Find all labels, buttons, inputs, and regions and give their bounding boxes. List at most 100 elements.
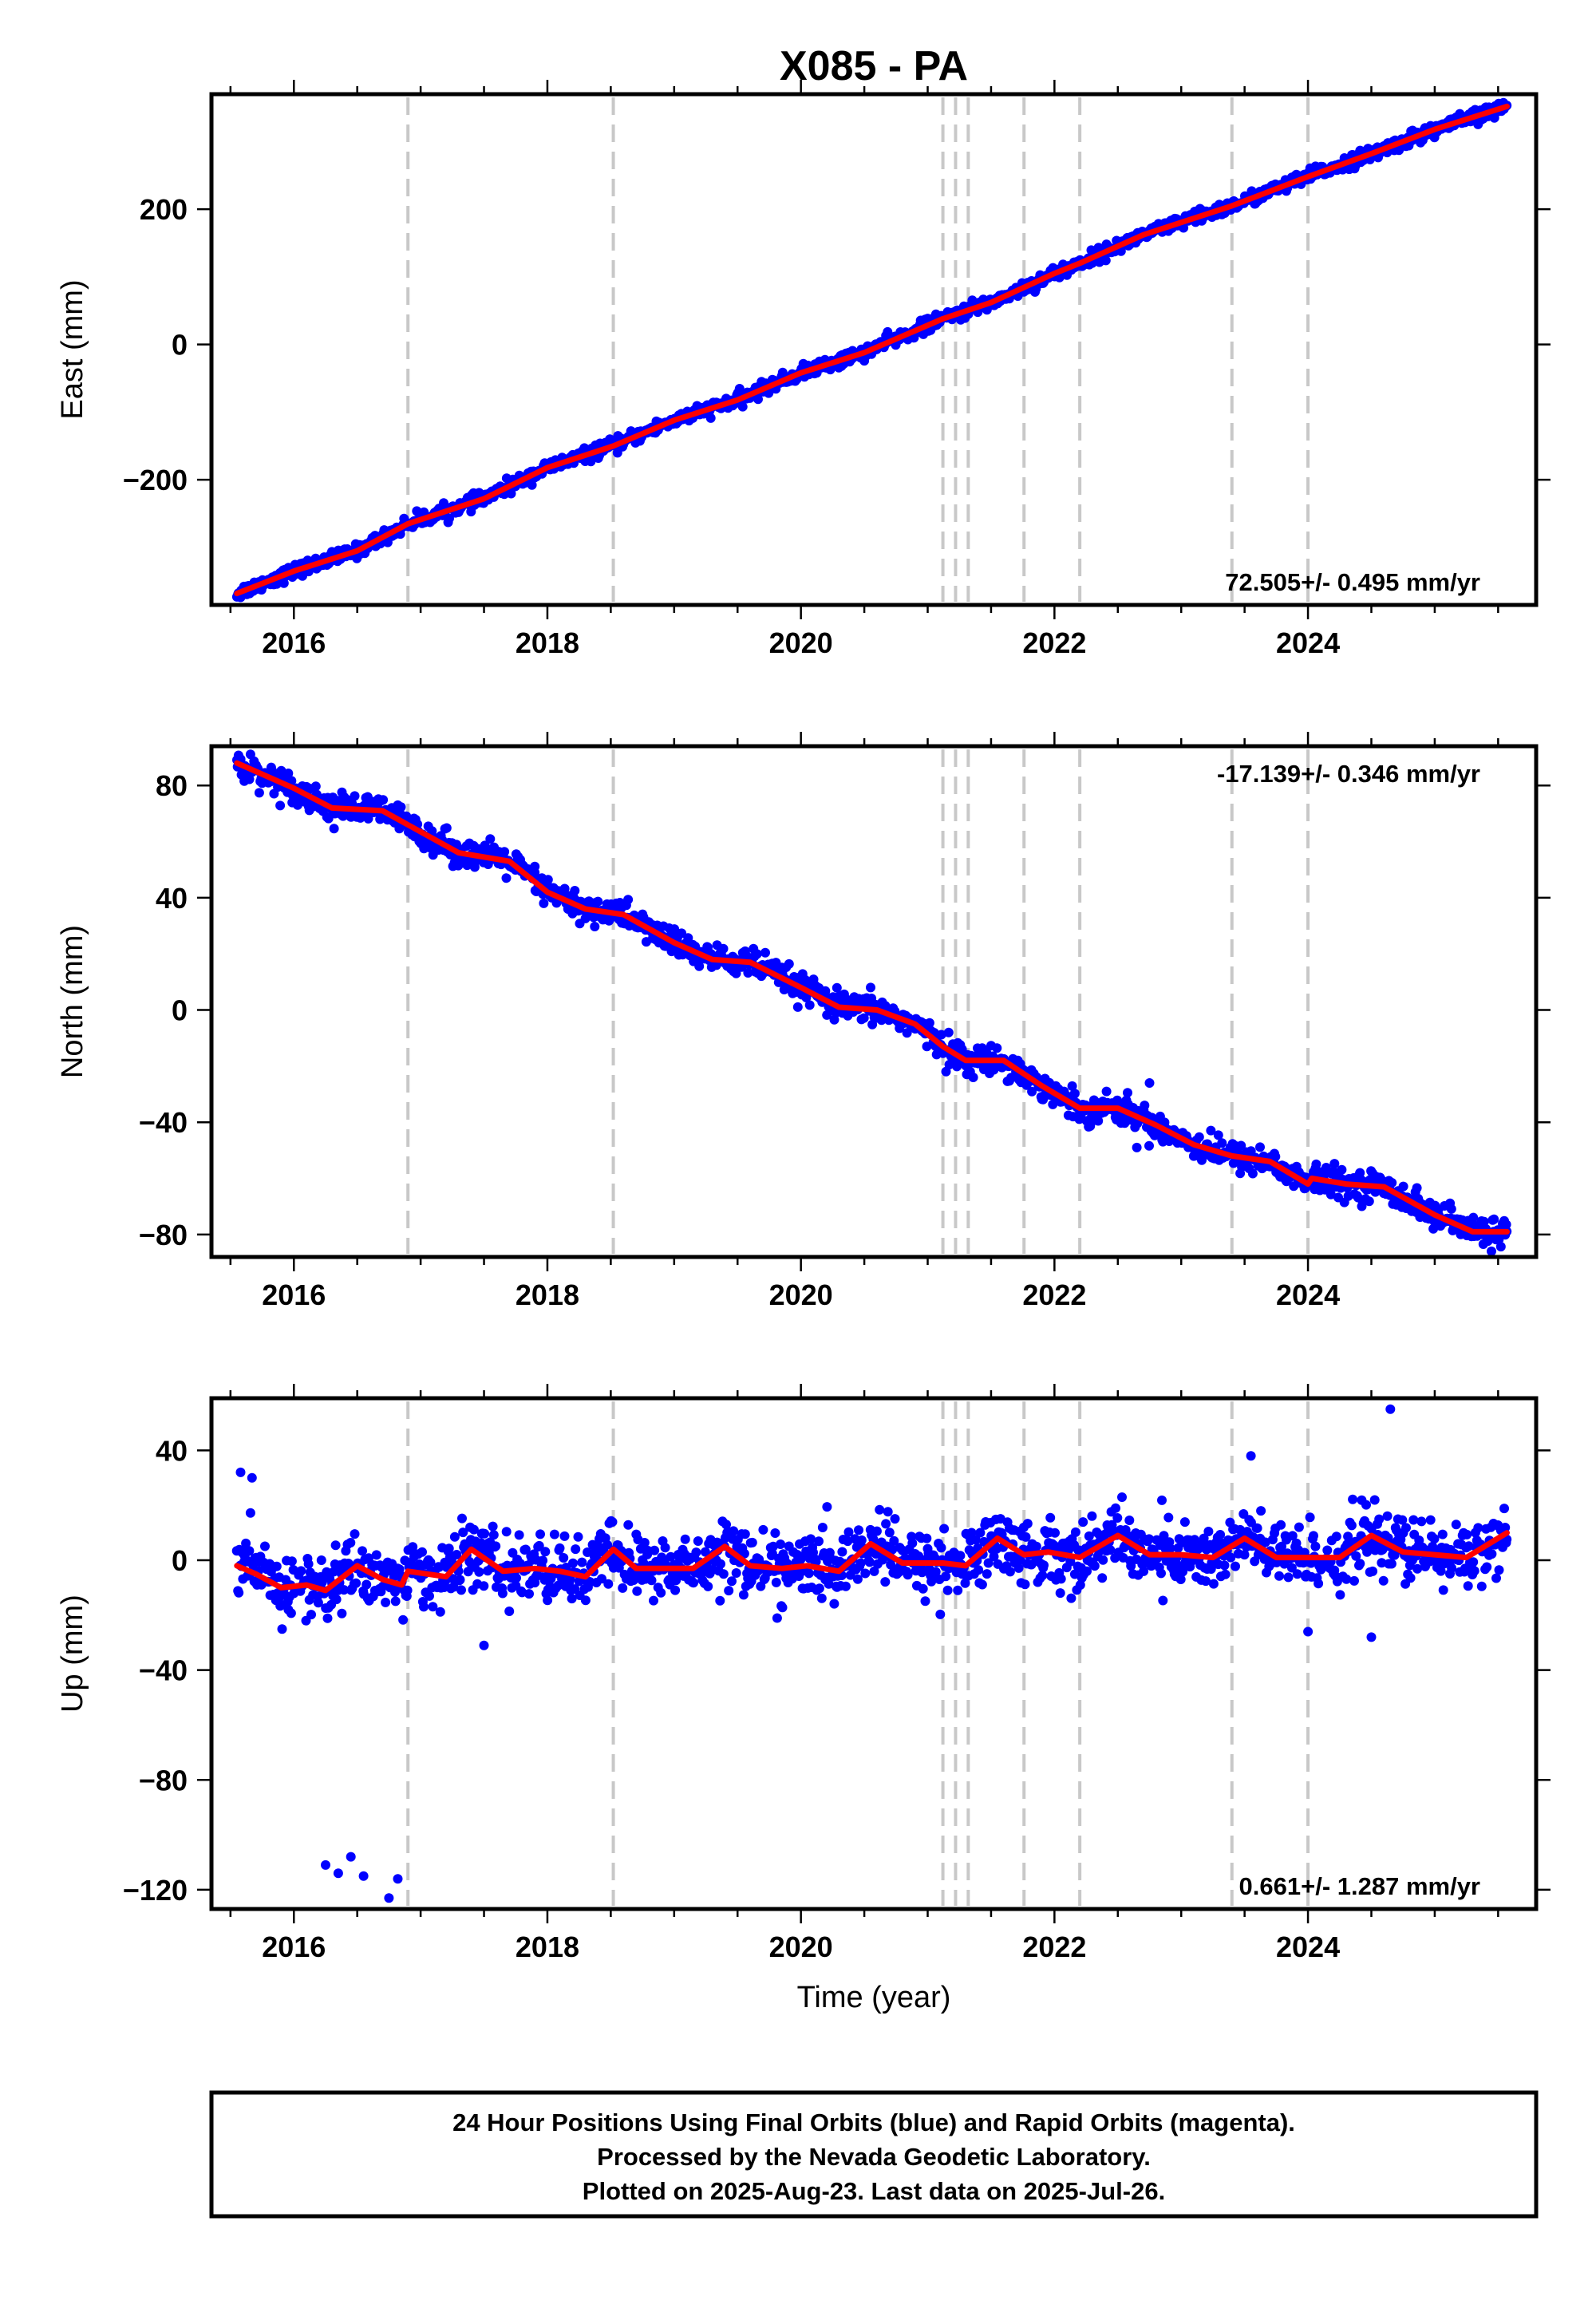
observation-point (1309, 1531, 1318, 1541)
observation-point (371, 1550, 381, 1560)
observation-point (1069, 1089, 1080, 1099)
observation-point (942, 1585, 953, 1595)
observation-point (1398, 1181, 1408, 1192)
x-tick-label: 2022 (1022, 1931, 1086, 1963)
outlier-point (479, 1640, 489, 1650)
observation-point (1405, 1573, 1416, 1583)
observation-point (1005, 1567, 1015, 1577)
observation-point (770, 1528, 780, 1538)
x-tick-label: 2018 (516, 1931, 579, 1963)
velocity-rate-label: 0.661+/- 1.287 mm/yr (1239, 1872, 1480, 1900)
outlier-point (393, 1874, 403, 1884)
observation-point (1329, 1159, 1340, 1169)
observation-point (918, 1583, 928, 1594)
observation-point (1428, 1223, 1439, 1234)
observation-point (279, 578, 289, 588)
observation-point (605, 914, 615, 924)
observation-point (693, 1536, 703, 1546)
observation-point (855, 1558, 866, 1568)
observation-point (501, 873, 512, 883)
observation-point (1322, 1545, 1333, 1555)
observation-point (559, 1553, 569, 1563)
observation-point (398, 1614, 409, 1625)
outlier-point (235, 1467, 246, 1477)
observation-point (1331, 1531, 1341, 1542)
observation-point (1231, 1561, 1240, 1571)
observation-point (930, 1567, 941, 1577)
observation-point (856, 1535, 867, 1545)
observation-point (1294, 1522, 1304, 1532)
observation-point (1226, 1552, 1236, 1563)
observation-point (924, 1018, 934, 1028)
observation-point (1501, 1219, 1511, 1230)
observation-point (602, 1539, 613, 1550)
observation-point (479, 1581, 489, 1591)
observation-point (1037, 1571, 1048, 1581)
observation-point (784, 958, 794, 969)
east-panel: 2016 2018 2020 2022 2024 −200 0 200 East (mm) 72.… (56, 80, 1551, 659)
observation-point (753, 394, 763, 405)
observation-point (1123, 1088, 1132, 1098)
observation-point (1495, 1242, 1506, 1252)
observation-point (860, 1568, 871, 1579)
observation-point (480, 1528, 490, 1539)
observation-point (234, 1587, 244, 1598)
observation-point (1305, 1512, 1315, 1523)
y-axis-label: East (mm) (56, 279, 89, 419)
observation-point (535, 1529, 545, 1539)
observation-point (1412, 1183, 1422, 1193)
observation-point (389, 1571, 399, 1582)
observation-point (351, 1578, 361, 1588)
observation-point (1451, 1520, 1461, 1530)
observation-point (603, 1579, 614, 1589)
plot-frame (209, 744, 1539, 1259)
observation-point (1447, 1563, 1457, 1573)
observation-point (1163, 1512, 1174, 1523)
observation-point (1203, 1527, 1214, 1536)
observation-point (926, 1576, 937, 1587)
outlier-point (1303, 1626, 1314, 1637)
observation-point (716, 1559, 725, 1569)
observation-point (737, 401, 748, 412)
observation-point (1105, 1545, 1116, 1555)
observation-point (727, 1576, 737, 1587)
observation-point (936, 1543, 946, 1553)
observation-point (1476, 1581, 1487, 1591)
observation-point (941, 1571, 951, 1582)
x-tick-label: 2020 (769, 1279, 833, 1311)
observation-point (880, 1577, 891, 1587)
observation-point (1078, 1517, 1088, 1528)
observation-point (1401, 1523, 1411, 1533)
observation-point (671, 1575, 681, 1586)
observation-point (854, 1525, 863, 1535)
observation-point (534, 1540, 544, 1551)
observation-point (1236, 1140, 1246, 1151)
observation-point (580, 1595, 591, 1606)
observation-point (691, 1547, 701, 1558)
observation-point (992, 1043, 1002, 1053)
y-tick-label: 40 (156, 882, 188, 915)
observation-point (1468, 1557, 1479, 1567)
observation-point (1157, 1495, 1167, 1505)
observation-point (441, 823, 452, 833)
x-tick-label: 2020 (769, 1931, 833, 1963)
observation-point (1199, 1533, 1209, 1543)
observation-point (573, 1531, 583, 1542)
observation-point (378, 795, 389, 805)
observation-point (1468, 1212, 1479, 1223)
observation-point (568, 1558, 578, 1568)
observation-point (1377, 1558, 1387, 1568)
observation-point (540, 1547, 551, 1557)
observation-point (559, 1531, 570, 1541)
observation-point (1208, 1579, 1219, 1589)
y-tick-label: 80 (156, 769, 188, 802)
observation-point (1140, 1101, 1150, 1111)
observation-point (760, 947, 770, 958)
observation-point (1100, 255, 1111, 266)
observation-point (907, 1538, 918, 1548)
observation-point (1215, 1530, 1226, 1539)
observation-point (1487, 1246, 1496, 1256)
velocity-rate-label: 72.505+/- 0.495 mm/yr (1225, 568, 1480, 596)
observation-point (1355, 1559, 1365, 1569)
observation-point (975, 1528, 986, 1538)
